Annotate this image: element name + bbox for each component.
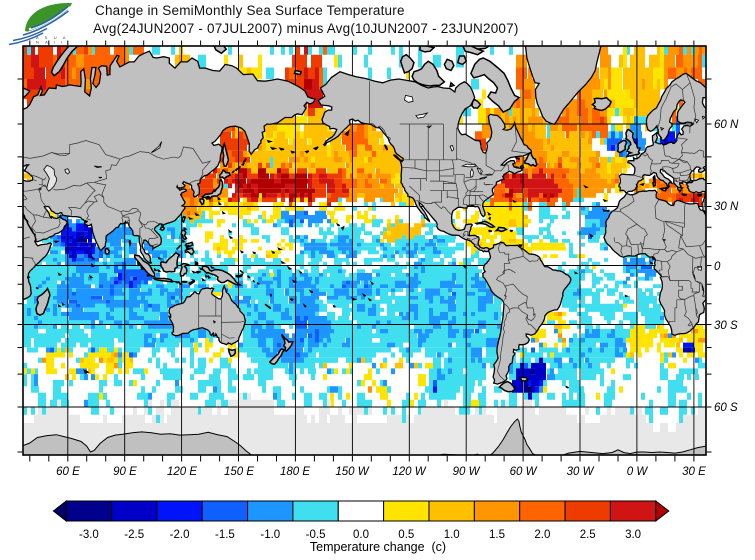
svg-text:-3.0: -3.0: [79, 529, 99, 541]
svg-text:150 E: 150 E: [224, 466, 254, 478]
svg-text:90 W: 90 W: [453, 466, 481, 478]
svg-text:60 N: 60 N: [714, 119, 739, 131]
svg-text:-1.0: -1.0: [260, 529, 280, 541]
svg-text:150 W: 150 W: [335, 466, 369, 478]
svg-text:0 W: 0 W: [627, 466, 649, 478]
svg-text:120 E: 120 E: [167, 466, 197, 478]
svg-text:120 W: 120 W: [392, 466, 426, 478]
svg-text:A S U A: A S U A: [36, 35, 68, 40]
svg-text:90 E: 90 E: [113, 466, 137, 478]
svg-text:60 W: 60 W: [510, 466, 538, 478]
svg-text:60 S: 60 S: [714, 402, 738, 414]
svg-text:3.0: 3.0: [625, 529, 641, 541]
svg-text:-2.5: -2.5: [124, 529, 144, 541]
svg-text:0.0: 0.0: [353, 529, 369, 541]
svg-text:Temperature change (c): Temperature change (c): [310, 540, 446, 554]
svg-text:0: 0: [714, 261, 721, 273]
svg-text:60 E: 60 E: [56, 466, 80, 478]
svg-text:0.5: 0.5: [398, 529, 414, 541]
svg-text:30 S: 30 S: [714, 320, 738, 332]
svg-text:N A I I: N A I I: [36, 40, 65, 45]
svg-text:1.5: 1.5: [489, 529, 505, 541]
svg-text:30 N: 30 N: [714, 201, 739, 213]
svg-text:-0.5: -0.5: [306, 529, 326, 541]
svg-text:-1.5: -1.5: [215, 529, 235, 541]
svg-text:30 E: 30 E: [682, 466, 706, 478]
svg-text:2.5: 2.5: [580, 529, 596, 541]
svg-text:2.0: 2.0: [534, 529, 550, 541]
svg-text:-2.0: -2.0: [170, 529, 190, 541]
svg-text:30 W: 30 W: [567, 466, 595, 478]
svg-text:1.0: 1.0: [444, 529, 460, 541]
svg-text:180 E: 180 E: [280, 466, 310, 478]
